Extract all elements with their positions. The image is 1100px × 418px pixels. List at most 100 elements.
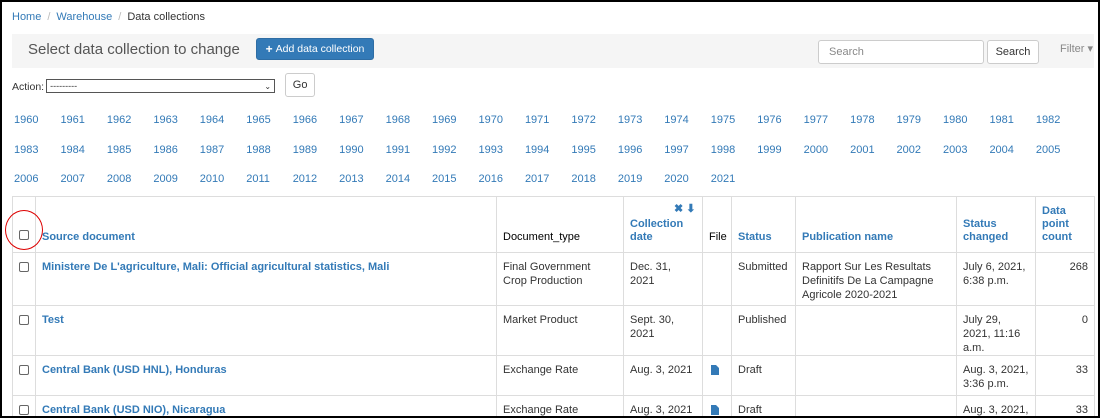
add-data-collection-button[interactable]: + Add data collection [256, 38, 374, 60]
year-link[interactable]: 1986 [153, 143, 178, 156]
year-link[interactable]: 2000 [803, 143, 829, 156]
year-link[interactable]: 1966 [292, 114, 318, 126]
year-link[interactable]: 1985 [106, 143, 132, 156]
column-file: File [702, 196, 732, 253]
year-link[interactable]: 2019 [617, 173, 643, 185]
year-link[interactable]: 2009 [153, 173, 178, 185]
year-link[interactable]: 1996 [617, 143, 643, 156]
column-data-point-count[interactable]: Data point count [1035, 196, 1095, 253]
year-link[interactable]: 1968 [385, 114, 411, 126]
year-link[interactable]: 1973 [617, 114, 643, 126]
source-cell: Central Bank (USD HNL), Honduras [35, 355, 497, 396]
source-link[interactable]: Ministere De L'agriculture, Mali: Offici… [42, 261, 390, 273]
year-link[interactable]: 1991 [385, 143, 411, 156]
breadcrumb-separator: / [47, 11, 51, 23]
year-link[interactable]: 1984 [60, 143, 85, 156]
year-link[interactable]: 1992 [432, 143, 457, 156]
sort-remove-icon[interactable]: ✖ ⬇ [674, 203, 696, 215]
go-button[interactable]: Go [285, 73, 316, 97]
action-select[interactable]: --------- ⌄ [46, 79, 276, 93]
filter-toggle[interactable]: Filter ▾ [1060, 43, 1094, 55]
year-link[interactable]: 1987 [199, 143, 225, 156]
year-link[interactable]: 1990 [339, 143, 364, 156]
year-link[interactable]: 2017 [524, 173, 550, 185]
year-link[interactable]: 1976 [757, 114, 782, 126]
year-link[interactable]: 1994 [524, 143, 550, 156]
year-link[interactable]: 1979 [896, 114, 922, 126]
breadcrumb-warehouse[interactable]: Warehouse [56, 11, 113, 23]
year-link[interactable]: 2003 [943, 143, 968, 156]
publication-cell [795, 305, 957, 356]
year-link[interactable]: 2006 [14, 173, 39, 185]
breadcrumb-separator: / [118, 11, 122, 23]
year-link[interactable]: 1993 [478, 143, 503, 156]
table-row: Test Market Product Sept. 30, 2021 Publi… [12, 305, 1095, 356]
year-link[interactable]: 1974 [664, 114, 689, 126]
year-link[interactable]: 1967 [339, 114, 364, 126]
row-checkbox[interactable] [19, 405, 29, 415]
year-link[interactable]: 1995 [571, 143, 596, 156]
year-link[interactable]: 1989 [292, 143, 318, 156]
column-source-document[interactable]: Source document [35, 196, 497, 253]
year-link[interactable]: 1971 [524, 114, 550, 126]
year-link[interactable]: 1998 [710, 143, 736, 156]
year-link[interactable]: 1999 [757, 143, 782, 156]
file-icon[interactable] [711, 365, 719, 375]
year-link[interactable]: 2020 [664, 173, 689, 185]
year-link[interactable]: 1970 [478, 114, 503, 126]
search-input[interactable] [818, 40, 984, 64]
year-link[interactable]: 1972 [571, 114, 596, 126]
year-link[interactable]: 2014 [385, 173, 411, 185]
file-icon[interactable] [711, 405, 719, 415]
year-link[interactable]: 1980 [943, 114, 968, 126]
row-checkbox[interactable] [19, 315, 29, 325]
breadcrumb-current: Data collections [127, 11, 205, 23]
row-checkbox[interactable] [19, 365, 29, 375]
year-link[interactable]: 1978 [850, 114, 875, 126]
year-link[interactable]: 1997 [664, 143, 689, 156]
column-status-changed[interactable]: Status changed [956, 196, 1036, 253]
year-link[interactable]: 1964 [199, 114, 225, 126]
year-link[interactable]: 2011 [246, 173, 270, 185]
year-link[interactable]: 1983 [14, 143, 39, 156]
year-link[interactable]: 2005 [1035, 143, 1061, 156]
select-all-checkbox[interactable] [19, 230, 29, 240]
source-link[interactable]: Central Bank (USD HNL), Honduras [42, 364, 227, 376]
column-collection-date[interactable]: ✖ ⬇ Collection date [623, 196, 703, 253]
row-checkbox[interactable] [19, 262, 29, 272]
year-link[interactable]: 2013 [339, 173, 364, 185]
year-link[interactable]: 2010 [199, 173, 225, 185]
year-link[interactable]: 1969 [432, 114, 457, 126]
year-link[interactable]: 1962 [106, 114, 132, 126]
year-link[interactable]: 2016 [478, 173, 503, 185]
doc-type-cell: Final Government Crop Production [496, 252, 624, 306]
year-link[interactable]: 2012 [292, 173, 318, 185]
chevron-down-icon: ⌄ [264, 81, 272, 91]
doc-type-cell: Exchange Rate [496, 355, 624, 396]
year-link[interactable]: 1988 [246, 143, 271, 156]
column-status[interactable]: Status [731, 196, 796, 253]
year-link[interactable]: 1982 [1035, 114, 1061, 126]
source-link[interactable]: Test [42, 314, 64, 326]
year-link[interactable]: 2008 [106, 173, 132, 185]
year-link[interactable]: 2004 [989, 143, 1014, 156]
year-link[interactable]: 1960 [14, 114, 39, 126]
breadcrumb-home[interactable]: Home [12, 11, 42, 23]
year-link[interactable]: 2002 [896, 143, 922, 156]
year-link[interactable]: 1963 [153, 114, 178, 126]
year-link[interactable]: 1961 [60, 114, 85, 126]
action-bar: Action: --------- ⌄ Go [12, 73, 316, 97]
search-button[interactable]: Search [987, 40, 1039, 64]
year-link[interactable]: 2015 [432, 173, 457, 185]
year-link[interactable]: 1975 [710, 114, 736, 126]
year-link[interactable]: 2007 [60, 173, 85, 185]
year-link[interactable]: 1965 [246, 114, 271, 126]
source-link[interactable]: Central Bank (USD NIO), Nicaragua [42, 404, 226, 416]
doc-type-cell: Exchange Rate [496, 395, 624, 416]
column-publication-name[interactable]: Publication name [795, 196, 957, 253]
year-link[interactable]: 1977 [803, 114, 829, 126]
year-link[interactable]: 2021 [710, 173, 736, 185]
year-link[interactable]: 1981 [989, 114, 1014, 126]
year-link[interactable]: 2018 [571, 173, 596, 185]
year-link[interactable]: 2001 [850, 143, 875, 156]
